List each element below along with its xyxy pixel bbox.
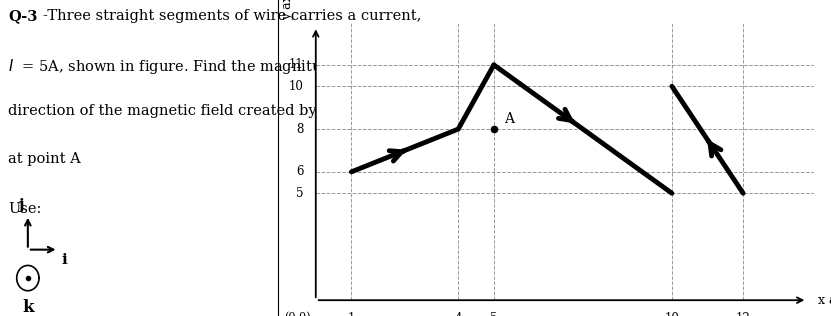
Text: A: A [504,112,514,126]
Text: 1: 1 [347,312,355,316]
Text: 10: 10 [288,80,303,93]
Text: 8: 8 [296,123,303,136]
Text: x axis: x axis [818,294,831,307]
Text: 6: 6 [296,165,303,178]
Text: at point A: at point A [8,152,81,166]
Text: 5: 5 [296,187,303,200]
Text: y axis: y axis [281,0,294,20]
Text: j: j [18,198,23,212]
Text: 5: 5 [490,312,498,316]
Text: i: i [61,253,67,267]
Text: 4: 4 [455,312,462,316]
Text: $I$  = 5A, shown in figure. Find the magnitude and: $I$ = 5A, shown in figure. Find the magn… [8,57,373,76]
Text: Use:: Use: [8,202,42,216]
Text: k: k [22,299,33,316]
Text: direction of the magnetic field created by each segment: direction of the magnetic field created … [8,104,425,118]
Text: 10: 10 [665,312,680,316]
Text: Q-3: Q-3 [8,9,37,23]
Text: -Three straight segments of wire carries a current,: -Three straight segments of wire carries… [43,9,421,23]
Text: 11: 11 [288,58,303,71]
Text: 12: 12 [735,312,750,316]
Text: (0,0): (0,0) [284,312,311,316]
